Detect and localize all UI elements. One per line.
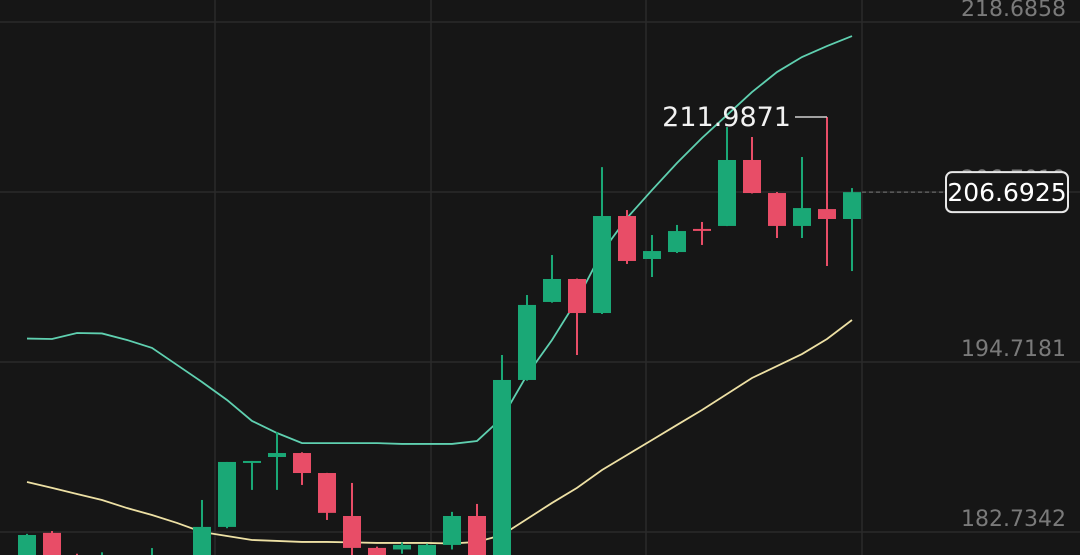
last-price-box	[945, 171, 1069, 214]
candle-body	[718, 159, 736, 226]
candle-body	[793, 208, 811, 226]
candle-body	[693, 228, 711, 231]
candle-body	[618, 216, 636, 261]
candle-body	[318, 473, 336, 513]
candle-body	[443, 515, 461, 545]
band-line	[26, 35, 853, 445]
candle-body	[843, 192, 861, 219]
candle-body	[43, 532, 61, 555]
y-tick-label: 182.7342	[961, 507, 1066, 532]
candle-body	[293, 453, 311, 474]
candle-body	[243, 460, 261, 463]
overlay: 211.9871 206.6925	[662, 102, 1069, 214]
candle-body	[468, 515, 486, 555]
candle-body	[493, 379, 511, 555]
candle-body	[668, 231, 686, 253]
candle-body	[518, 304, 536, 380]
band-line	[26, 319, 853, 545]
candle-body	[218, 461, 236, 527]
y-tick-label: 218.6858	[961, 0, 1066, 22]
candle-body	[643, 251, 661, 259]
candle-body	[768, 193, 786, 226]
candle-body	[593, 216, 611, 314]
candle-body	[18, 535, 36, 555]
candle-body	[343, 515, 361, 548]
candle-body	[268, 453, 286, 457]
candle-body	[193, 526, 211, 555]
candle-body	[743, 159, 761, 194]
candle-body	[368, 547, 386, 555]
candle-body	[543, 278, 561, 302]
last-price-label: 206.6925	[947, 178, 1066, 207]
candle-body	[418, 544, 436, 555]
candle-body	[568, 278, 586, 314]
candle-body	[393, 544, 411, 550]
candle-body	[818, 209, 836, 219]
plot	[18, 35, 861, 555]
time-grid	[214, 0, 863, 555]
y-tick-label: 194.7181	[961, 337, 1066, 362]
high-annotation: 211.9871	[662, 102, 791, 133]
